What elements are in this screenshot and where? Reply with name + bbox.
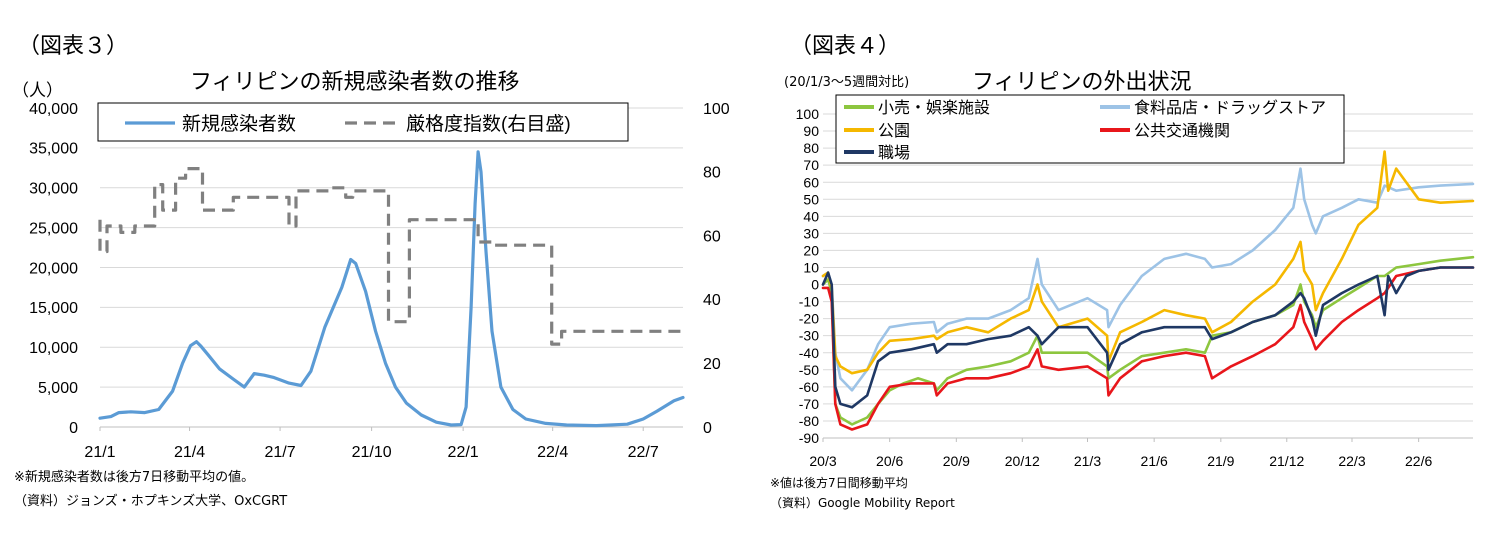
left-note-2: （資料）ジョンズ・ホプキンズ大学、OxCGRT: [14, 494, 288, 509]
y-tick-label: 15,000: [29, 300, 78, 317]
y-tick-label: 0: [811, 277, 819, 293]
legend-label-transit: 公共交通機関: [1134, 122, 1230, 140]
y-tick-label: -30: [799, 328, 819, 344]
left-figure-label: （図表３）: [18, 34, 129, 59]
right-figure-label: （図表４）: [790, 34, 901, 59]
right-legend-box: [835, 94, 1345, 164]
left-series-lines: [98, 150, 685, 428]
y2-tick-label: 20: [703, 356, 721, 373]
y-tick-label: 0: [69, 420, 78, 437]
x-tick-label: 21/9: [1207, 453, 1234, 469]
left-unit-label: （人）: [12, 81, 63, 101]
legend-label-retail: 小売・娯楽施設: [878, 99, 990, 117]
right-note-2: （資料）Google Mobility Report: [770, 496, 955, 510]
legend-label-parks: 公園: [878, 123, 910, 140]
y-tick-label: 10: [803, 260, 819, 276]
right-chart-title: フィリピンの外出状況: [972, 70, 1192, 95]
x-tick-label: 22/4: [537, 444, 568, 458]
y-tick-label: 25,000: [29, 220, 78, 237]
x-tick-label: 21/10: [352, 444, 392, 458]
y-tick-label: 50: [803, 191, 819, 207]
x-tick-label: 20/9: [943, 453, 970, 469]
legend-label-grocery: 食料品店・ドラッグストア: [1134, 99, 1326, 117]
y-tick-label: 5,000: [38, 380, 78, 397]
series-line-cases: [98, 150, 685, 428]
left-y-axis-ticks: 0 5,000 10,000 15,000 20,000 25,000 30,000 35,0…: [29, 101, 78, 437]
y-tick-label: 40: [803, 208, 819, 224]
x-tick-label: 22/1: [448, 444, 479, 458]
y-tick-label: 90: [803, 123, 819, 139]
y2-tick-label: 40: [703, 292, 721, 309]
y-tick-label: 80: [803, 140, 819, 156]
series-line-stringency: [98, 167, 683, 346]
y-tick-label: -40: [799, 345, 819, 361]
series-line-parks: [821, 150, 1475, 375]
left-legend: 新規感染者数 厳格度指数(右目盛): [97, 102, 629, 142]
series-line-grocery: [821, 167, 1475, 392]
x-tick-label: 20/12: [1005, 453, 1040, 469]
y-tick-label: 20: [803, 242, 819, 258]
y-tick-label: -10: [799, 294, 819, 310]
y2-tick-label: 80: [703, 165, 721, 182]
left-legend-box: [97, 102, 629, 142]
right-x-axis-ticks: 20/3 20/6 20/9 20/12 21/3 21/6 21/9 21/12 22/3 22…: [809, 438, 1432, 469]
right-note-1: ※値は後方7日間移動平均: [770, 476, 908, 490]
x-tick-label: 21/1: [84, 444, 115, 458]
legend-label-cases: 新規感染者数: [182, 113, 296, 135]
y-tick-label: 70: [803, 157, 819, 173]
y-tick-label: -80: [799, 413, 819, 429]
y-tick-label: 40,000: [29, 101, 78, 118]
x-tick-label: 20/6: [876, 453, 903, 469]
x-tick-label: 21/6: [1141, 453, 1168, 469]
left-note-1: ※新規感染者数は後方7日移動平均の値。: [14, 470, 255, 485]
x-tick-label: 21/4: [174, 444, 205, 458]
y-tick-label: -90: [799, 430, 819, 446]
y-tick-label: 30,000: [29, 181, 78, 198]
y-tick-label: 60: [803, 174, 819, 190]
x-tick-label: 20/3: [809, 453, 836, 469]
series-line-retail: [821, 255, 1475, 426]
y-tick-label: 10,000: [29, 340, 78, 357]
legend-label-stringency: 厳格度指数(右目盛): [406, 113, 571, 135]
y-tick-label: 20,000: [29, 260, 78, 277]
y-tick-label: 100: [796, 106, 820, 122]
x-tick-label: 22/7: [628, 444, 659, 458]
right-series-lines: [821, 150, 1475, 431]
y2-tick-label: 60: [703, 228, 721, 245]
left-x-axis-ticks: 21/1 21/4 21/7 21/10 22/1 22/4 22/7: [84, 427, 659, 458]
y2-tick-label: 0: [703, 420, 712, 437]
series-line-transit: [821, 266, 1475, 431]
y-tick-label: 35,000: [29, 141, 78, 158]
left-y2-axis-ticks: 0 20 40 60 80 100: [703, 101, 730, 437]
series-line-workplaces: [821, 266, 1475, 409]
legend-label-workplaces: 職場: [878, 144, 910, 162]
y-tick-label: -50: [799, 362, 819, 378]
y-tick-label: 30: [803, 225, 819, 241]
y2-tick-label: 100: [703, 101, 730, 118]
right-subtitle: (20/1/3～5週間対比): [784, 75, 910, 90]
x-tick-label: 22/6: [1405, 453, 1432, 469]
x-tick-label: 21/12: [1269, 453, 1304, 469]
left-chart-title: フィリピンの新規感染者数の推移: [190, 70, 520, 95]
y-tick-label: -60: [799, 379, 819, 395]
x-tick-label: 21/7: [265, 444, 296, 458]
x-tick-label: 21/3: [1074, 453, 1101, 469]
x-tick-label: 22/3: [1338, 453, 1365, 469]
left-chart: 0 5,000 10,000 15,000 20,000 25,000 30,000 35,0…: [29, 101, 730, 458]
y-tick-label: -20: [799, 311, 819, 327]
y-tick-label: -70: [799, 396, 819, 412]
